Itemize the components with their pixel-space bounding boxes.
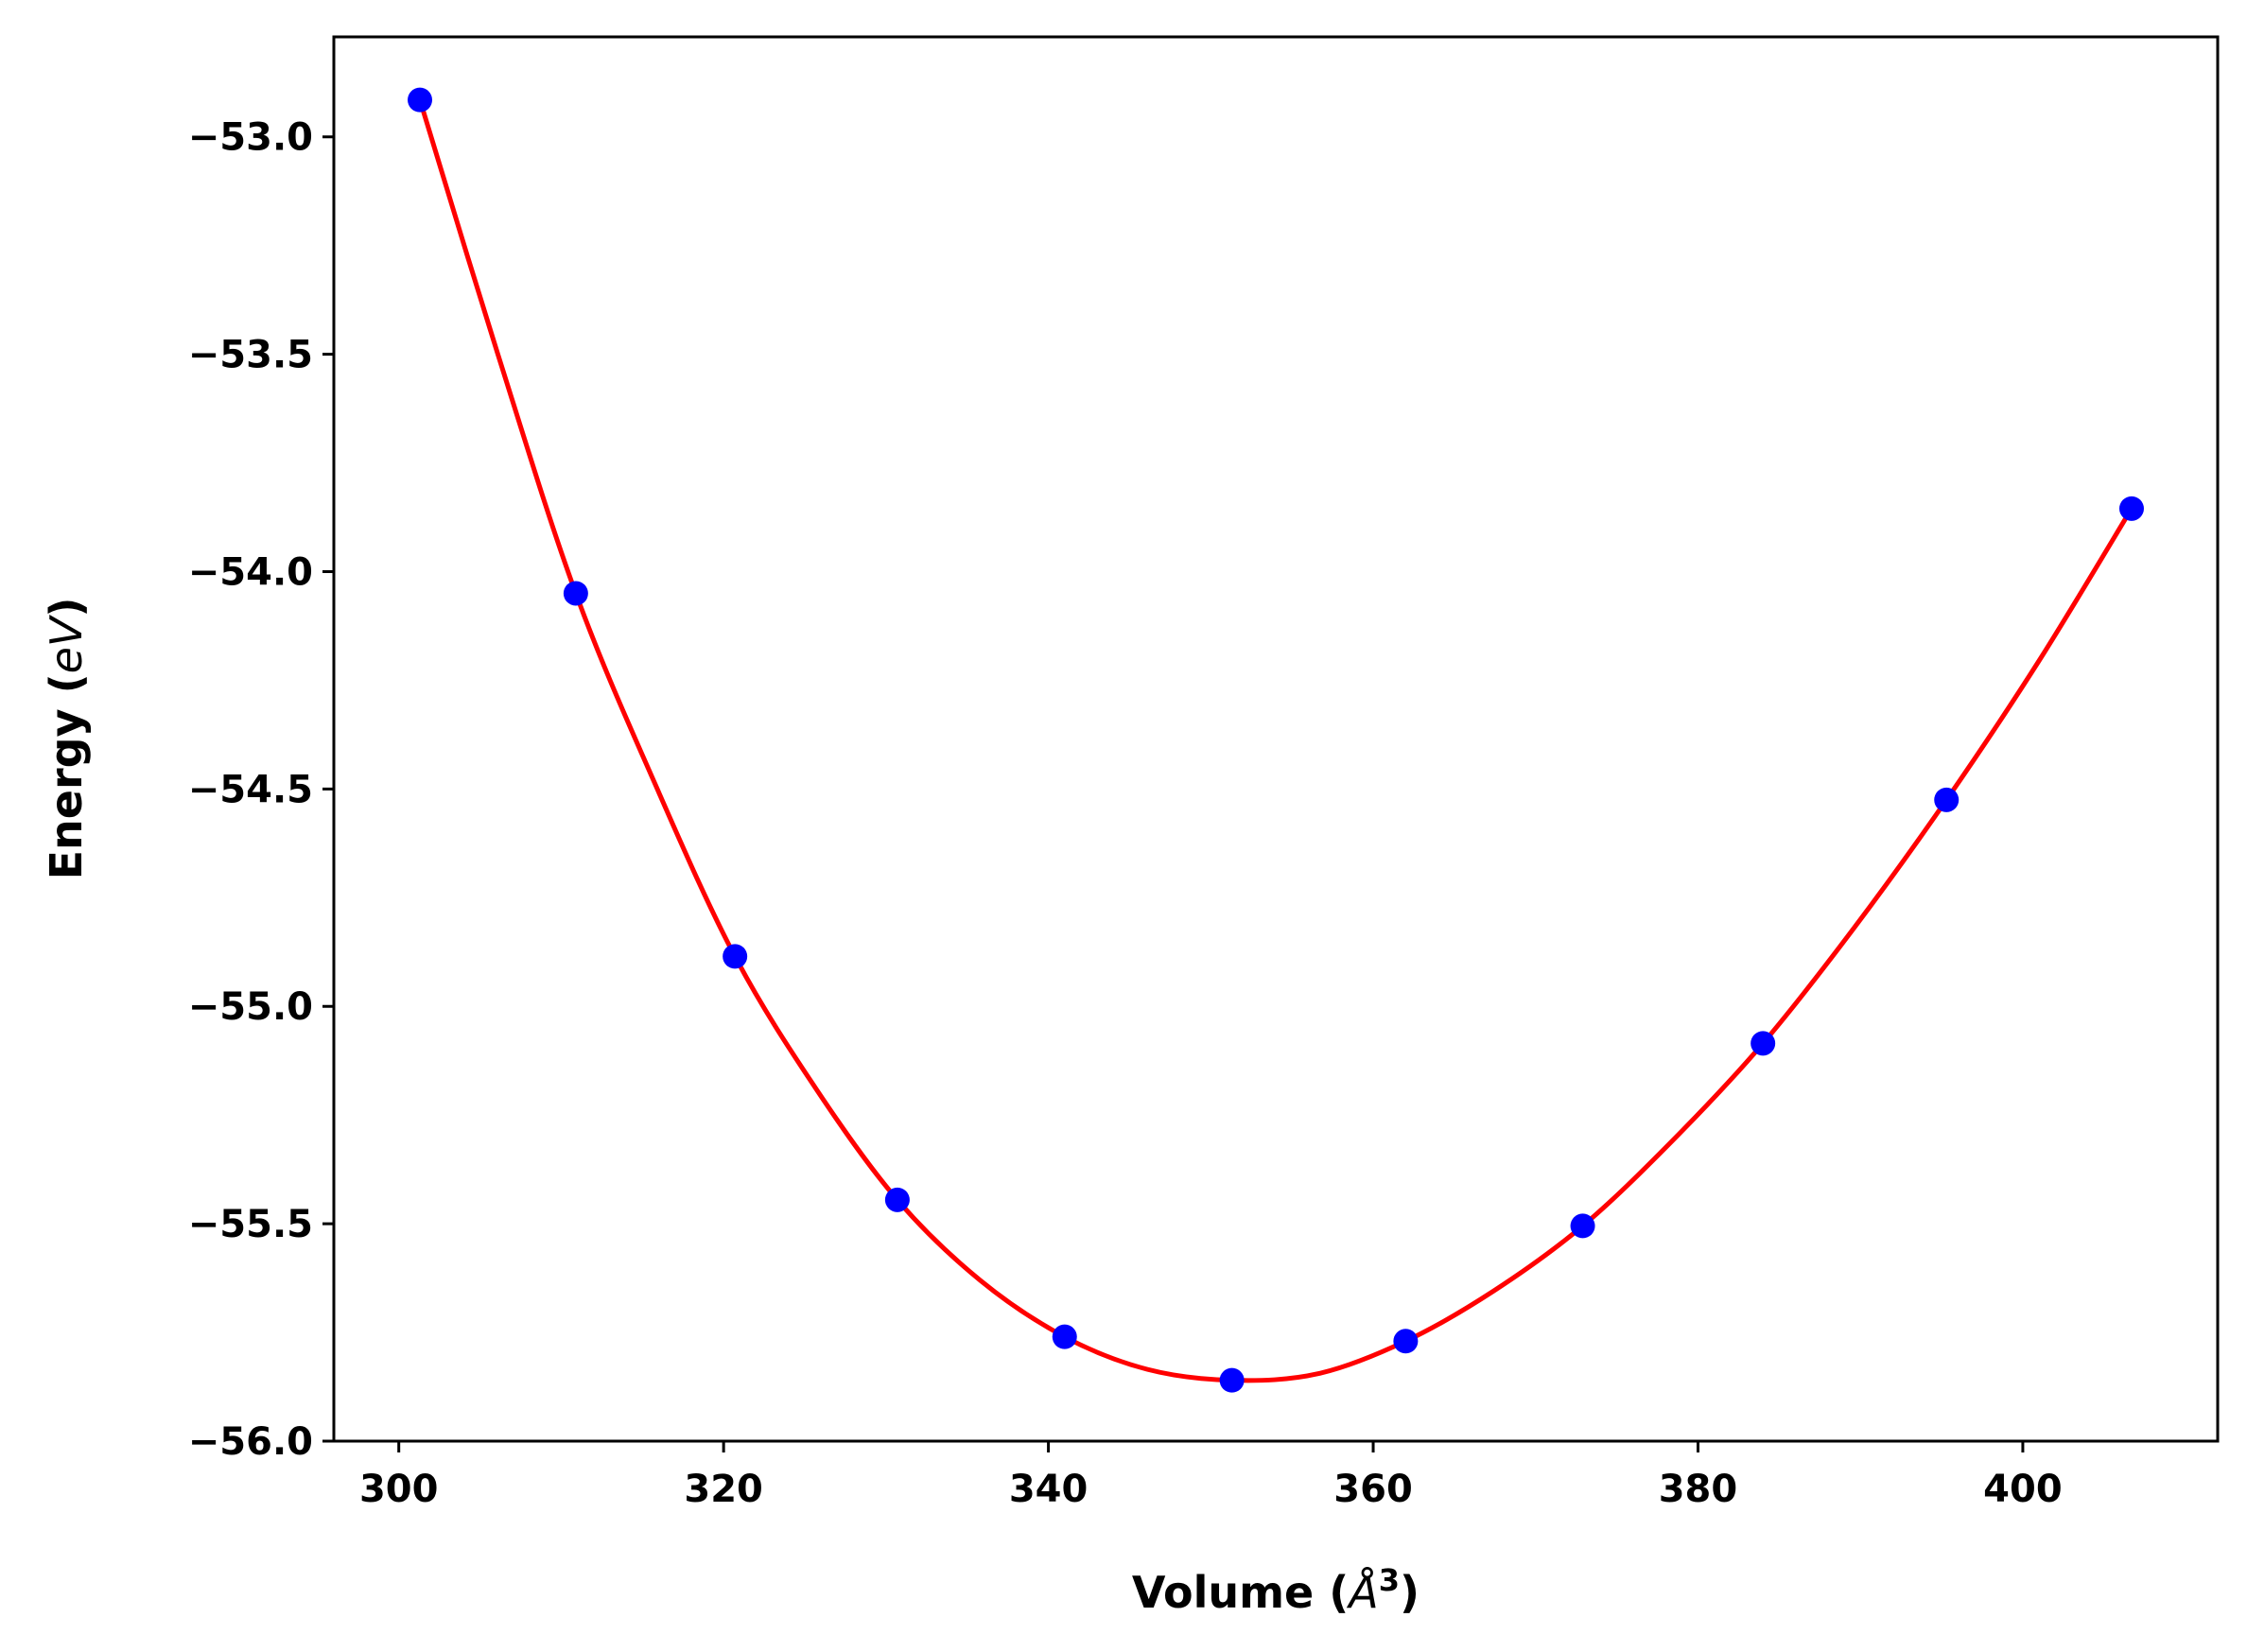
data-point xyxy=(884,1187,910,1212)
data-point xyxy=(1751,1031,1776,1056)
data-point xyxy=(1570,1213,1595,1239)
y-tick-label: −55.0 xyxy=(188,985,313,1029)
data-point xyxy=(2118,496,2144,521)
x-tick-label: 400 xyxy=(1983,1468,2063,1511)
data-point xyxy=(408,87,433,113)
data-point xyxy=(1393,1329,1419,1354)
y-tick-label: −54.0 xyxy=(188,550,313,594)
x-tick-label: 340 xyxy=(1009,1468,1089,1511)
data-point xyxy=(563,581,588,606)
data-point xyxy=(1219,1367,1245,1393)
x-tick-label: 360 xyxy=(1333,1468,1413,1511)
x-axis-label: Volume (Å3) xyxy=(1132,1562,1420,1618)
fit-curve xyxy=(417,98,2134,1383)
y-axis: −56.0 −55.5 −55.0 −54.5 −54.0 −53.5 −53.0 xyxy=(188,116,334,1464)
plot-frame xyxy=(332,35,2220,1443)
data-point xyxy=(723,944,748,969)
y-tick-label: −53.0 xyxy=(188,116,313,160)
y-axis-label: Energy (eV) xyxy=(41,598,92,880)
x-tick-label: 320 xyxy=(684,1468,763,1511)
plot-area xyxy=(334,37,2218,1441)
x-axis: 300 320 340 360 380 400 xyxy=(359,1441,2063,1511)
y-tick-label: −53.5 xyxy=(188,334,313,377)
y-tick-label: −54.5 xyxy=(188,768,313,811)
data-point xyxy=(1934,787,1960,812)
y-tick-label: −56.0 xyxy=(188,1420,313,1464)
y-tick-label: −55.5 xyxy=(188,1203,313,1246)
data-point xyxy=(1052,1324,1077,1349)
series-layer xyxy=(408,87,2144,1393)
x-tick-label: 380 xyxy=(1659,1468,1738,1511)
x-tick-label: 300 xyxy=(359,1468,439,1511)
